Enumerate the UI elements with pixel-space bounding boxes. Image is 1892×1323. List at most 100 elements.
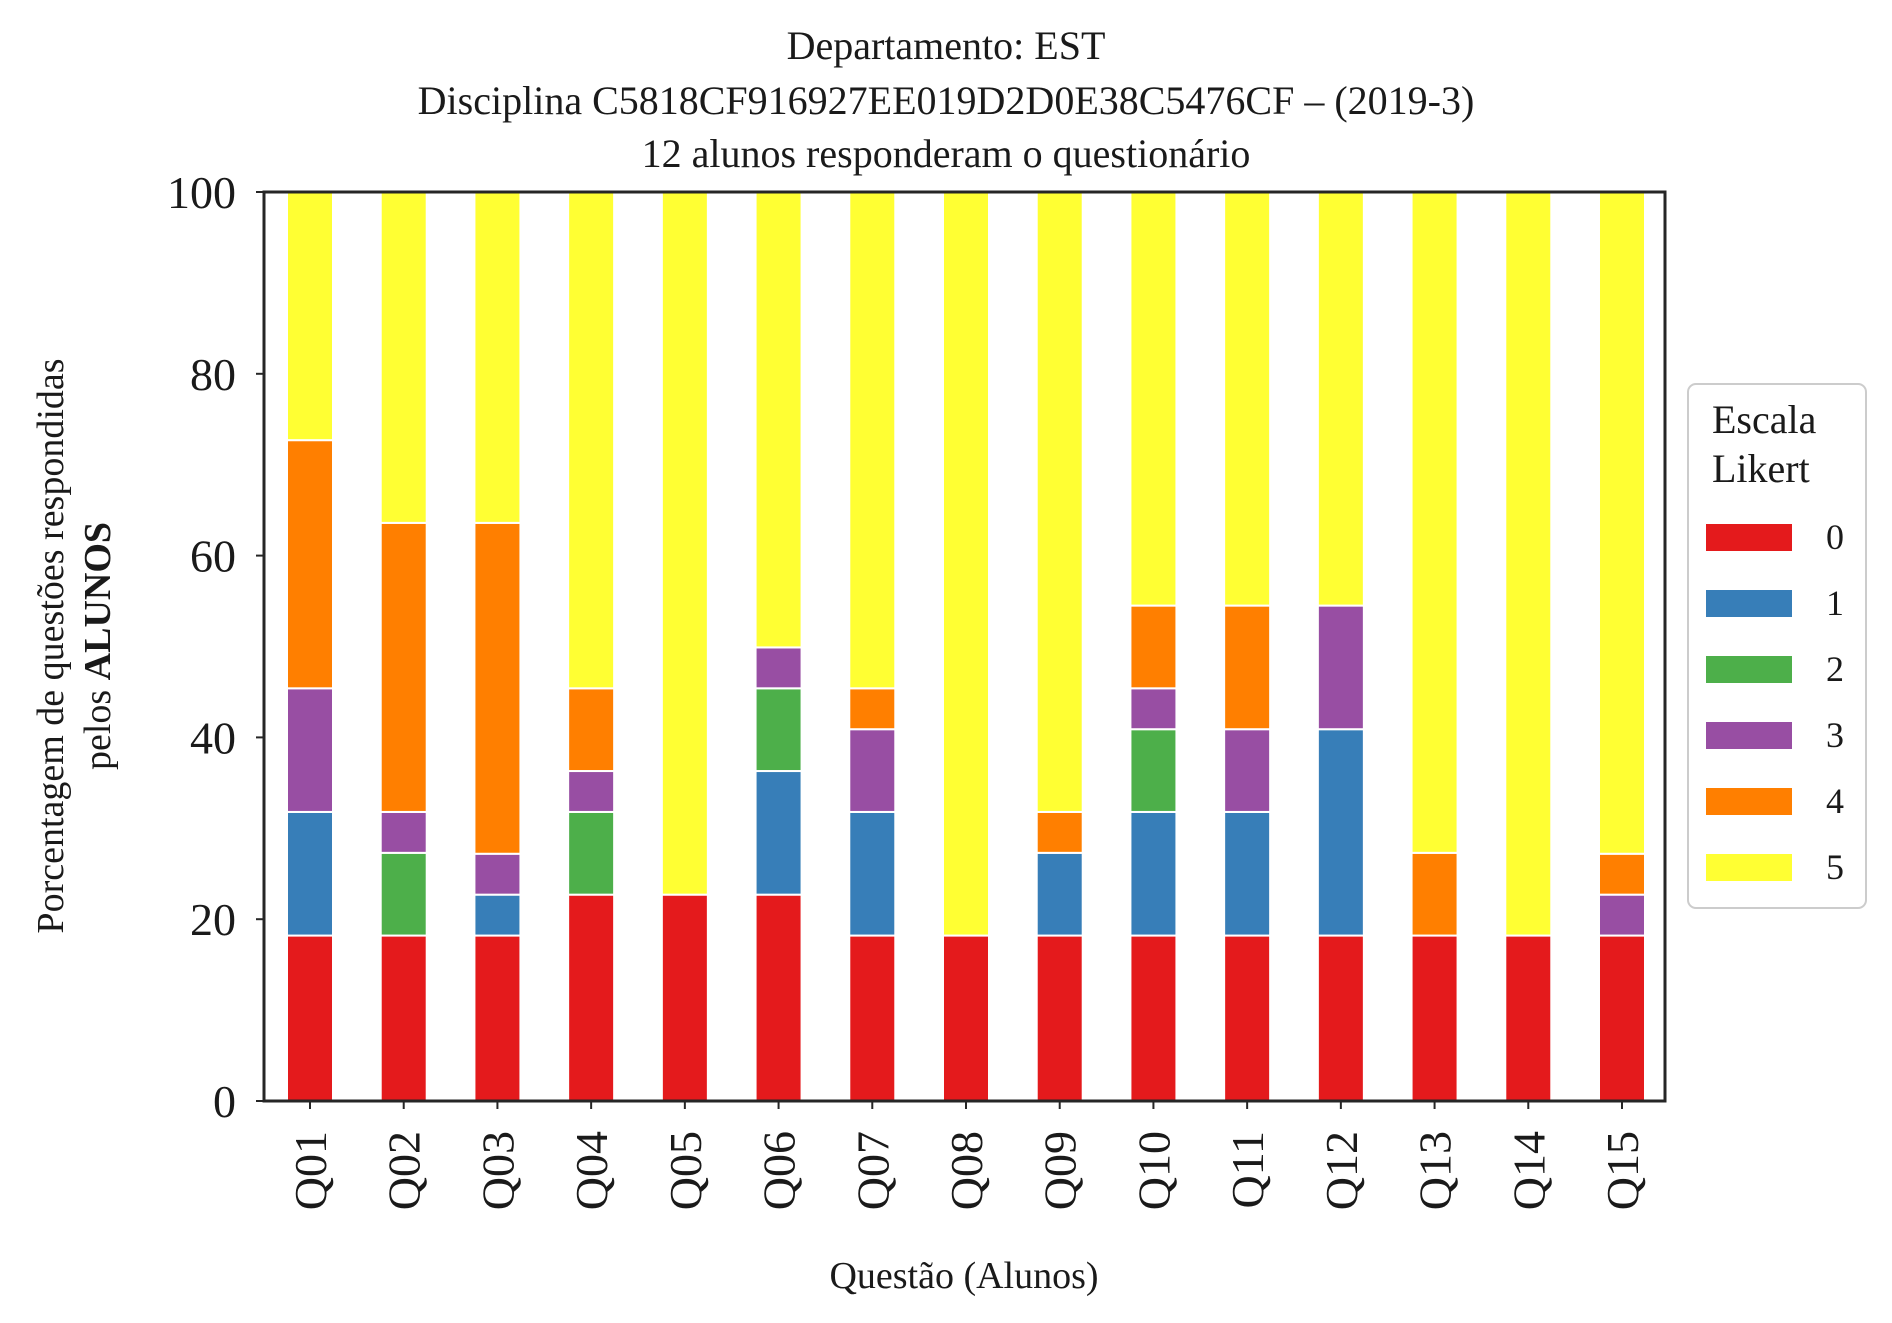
bar-q03-level-3 bbox=[473, 852, 522, 896]
y-tick-label: 20 bbox=[190, 894, 236, 945]
bar-q13-level-5 bbox=[1410, 191, 1459, 854]
bar-q06-level-3 bbox=[754, 646, 803, 690]
legend-swatch-4 bbox=[1706, 788, 1792, 815]
bar-q10-level-0 bbox=[1129, 934, 1178, 1103]
bar-q14-level-0 bbox=[1504, 934, 1553, 1103]
x-tick-label-q01: Q01 bbox=[285, 1131, 336, 1210]
bar-q04-level-2 bbox=[567, 810, 616, 896]
legend-swatch-5 bbox=[1706, 854, 1792, 881]
y-axis-label-bold: ALUNOS bbox=[77, 522, 119, 680]
bar-q01-level-0 bbox=[286, 934, 334, 1103]
x-tick-label-q05: Q05 bbox=[660, 1131, 711, 1210]
plot-frame bbox=[262, 190, 1667, 1103]
bar-q03-level-5 bbox=[473, 191, 522, 524]
bar-q05-level-0 bbox=[660, 893, 709, 1102]
legend-label-0: 0 bbox=[1826, 517, 1844, 557]
legend-label-2: 2 bbox=[1826, 649, 1844, 689]
bar-q04-level-4 bbox=[567, 687, 616, 773]
bar-q12-level-3 bbox=[1316, 604, 1365, 731]
bar-q09-level-4 bbox=[1035, 810, 1084, 854]
legend-swatch-0 bbox=[1706, 524, 1792, 551]
y-tick-label: 60 bbox=[190, 531, 236, 582]
bar-q09-level-5 bbox=[1035, 191, 1084, 813]
x-tick-label-q14: Q14 bbox=[1503, 1131, 1554, 1210]
bar-q08-level-5 bbox=[942, 191, 990, 937]
y-tick-label: 40 bbox=[190, 712, 236, 763]
x-tick-label-q15: Q15 bbox=[1597, 1131, 1648, 1210]
bar-q09-level-0 bbox=[1035, 934, 1084, 1103]
bar-q15-level-3 bbox=[1598, 893, 1646, 937]
bar-q02-level-0 bbox=[379, 934, 428, 1103]
legend-frame bbox=[1687, 383, 1867, 909]
bar-q03-level-0 bbox=[473, 934, 522, 1103]
x-tick-label-q04: Q04 bbox=[566, 1131, 617, 1210]
bar-q14-level-5 bbox=[1504, 191, 1553, 937]
bar-q05-level-5 bbox=[660, 191, 709, 896]
bar-q02-level-5 bbox=[379, 191, 428, 524]
x-tick-label-q11: Q11 bbox=[1222, 1131, 1273, 1209]
legend-swatch-2 bbox=[1706, 656, 1792, 683]
bar-q03-level-1 bbox=[473, 893, 522, 937]
bar-q03-level-4 bbox=[473, 521, 522, 855]
bar-q13-level-0 bbox=[1410, 934, 1459, 1103]
bar-q02-level-4 bbox=[379, 521, 428, 813]
x-tick-label-q12: Q12 bbox=[1316, 1131, 1367, 1210]
y-tick-label: 80 bbox=[190, 349, 236, 400]
y-axis-label-line-2: pelos ALUNOS bbox=[77, 522, 119, 770]
bar-q06-level-5 bbox=[754, 191, 803, 649]
bar-q07-level-0 bbox=[848, 934, 897, 1103]
legend-label-3: 3 bbox=[1826, 715, 1844, 755]
bar-q10-level-5 bbox=[1129, 191, 1178, 607]
bar-q15-level-4 bbox=[1598, 852, 1646, 896]
x-axis-label: Questão (Alunos) bbox=[829, 1255, 1098, 1297]
bar-q10-level-4 bbox=[1129, 604, 1178, 690]
bar-q07-level-5 bbox=[848, 191, 897, 690]
bar-q10-level-1 bbox=[1129, 810, 1178, 937]
x-tick-label-q03: Q03 bbox=[472, 1131, 523, 1210]
bar-q04-level-5 bbox=[567, 191, 616, 690]
bar-q12-level-1 bbox=[1316, 728, 1365, 937]
chart-title-line-2: Disciplina C5818CF916927EE019D2D0E38C547… bbox=[417, 78, 1475, 123]
bar-q01-level-3 bbox=[286, 687, 334, 813]
bar-q01-level-4 bbox=[286, 439, 334, 690]
bar-q04-level-0 bbox=[567, 893, 616, 1102]
x-tick-label-q09: Q09 bbox=[1035, 1131, 1086, 1210]
bar-q15-level-0 bbox=[1598, 934, 1646, 1103]
bar-q11-level-5 bbox=[1223, 191, 1272, 607]
bar-q01-level-1 bbox=[286, 810, 334, 937]
bar-q12-level-5 bbox=[1316, 191, 1365, 607]
x-tick-label-q02: Q02 bbox=[379, 1131, 430, 1210]
bar-q13-level-4 bbox=[1410, 851, 1459, 937]
y-axis-label-line-1: Porcentagem de questões respondidas bbox=[30, 358, 72, 933]
bar-q11-level-4 bbox=[1223, 604, 1272, 731]
legend-label-5: 5 bbox=[1826, 847, 1844, 887]
bar-q11-level-1 bbox=[1223, 810, 1272, 937]
legend-swatch-1 bbox=[1706, 590, 1792, 617]
bar-q07-level-4 bbox=[848, 687, 897, 731]
bar-q12-level-0 bbox=[1316, 934, 1365, 1103]
x-tick-label-q08: Q08 bbox=[941, 1131, 992, 1210]
bar-q11-level-0 bbox=[1223, 934, 1272, 1103]
bar-q07-level-3 bbox=[848, 728, 897, 813]
bar-q06-level-1 bbox=[754, 770, 803, 896]
bar-q10-level-3 bbox=[1129, 687, 1178, 731]
chart-title-line-3: 12 alunos responderam o questionário bbox=[641, 131, 1251, 176]
legend-swatch-3 bbox=[1706, 722, 1792, 749]
bar-q01-level-5 bbox=[286, 191, 334, 442]
bar-q02-level-2 bbox=[379, 851, 428, 937]
legend-title-line: Escala bbox=[1712, 397, 1817, 442]
bar-q02-level-3 bbox=[379, 810, 428, 854]
bar-q11-level-3 bbox=[1223, 728, 1272, 813]
x-tick-label-q07: Q07 bbox=[847, 1131, 898, 1210]
y-axis: 0 20 40 60 80 100 bbox=[167, 167, 264, 1127]
bar-q04-level-3 bbox=[567, 770, 616, 813]
legend-label-4: 4 bbox=[1826, 781, 1844, 821]
bar-q10-level-2 bbox=[1129, 728, 1178, 813]
legend-label-1: 1 bbox=[1826, 583, 1844, 623]
bar-q06-level-2 bbox=[754, 687, 803, 773]
y-tick-label: 100 bbox=[167, 167, 236, 218]
x-tick-label-q06: Q06 bbox=[754, 1131, 805, 1210]
y-tick-label: 0 bbox=[213, 1076, 236, 1127]
